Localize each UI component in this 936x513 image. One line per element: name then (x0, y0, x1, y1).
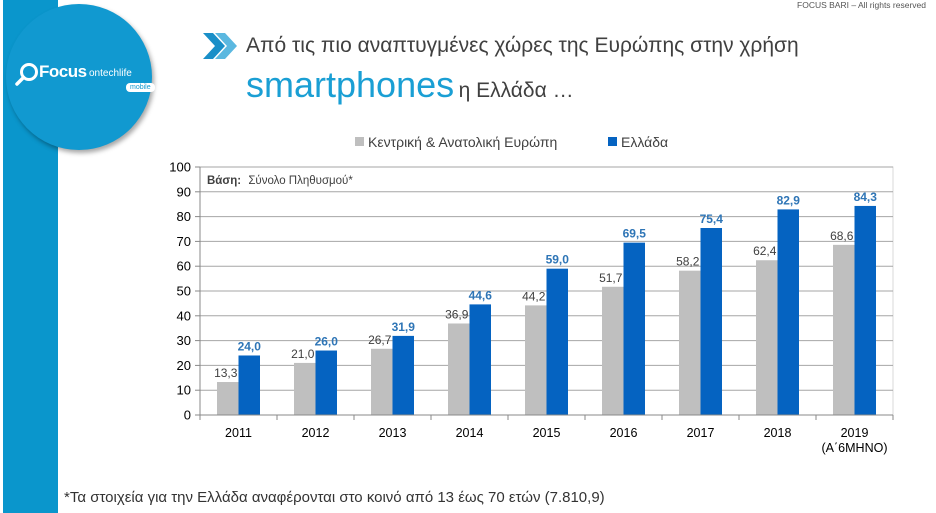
legend-label: Κεντρική & Ανατολική Ευρώπη (368, 134, 557, 150)
y-tick-label: 20 (177, 358, 191, 373)
data-label-cee: 51,7 (599, 271, 623, 285)
y-tick-label: 40 (177, 308, 191, 323)
logo-sub: ontechlife (89, 68, 132, 79)
bar-chart: Κεντρική & Ανατολική Ευρώπη Ελλάδα 0 10 20 3… (169, 134, 894, 455)
bar-cee (602, 286, 624, 415)
bar-greece (777, 209, 799, 415)
y-tick-label: 50 (177, 284, 191, 299)
y-tick-label: 30 (177, 333, 191, 348)
bar-cee (833, 244, 855, 415)
data-label-cee: 13,3 (214, 366, 238, 380)
data-label-cee: 62,4 (753, 244, 777, 258)
data-label-greece: 82,9 (777, 193, 801, 207)
bar-cee (371, 348, 393, 415)
bar-greece (238, 355, 260, 415)
legend-swatch (355, 137, 364, 146)
bar-cee (679, 270, 701, 415)
data-label-greece: 84,3 (854, 190, 878, 204)
title-line-1: Από τις πιο αναπτυγμένες χώρες της Ευρώπ… (246, 34, 799, 57)
data-label-greece: 24,0 (238, 339, 262, 353)
y-tick-label: 90 (177, 184, 191, 199)
x-axis: 2011 2012 2013 2014 2015 2016 2017 2018 2019(Α΄6… (199, 414, 894, 455)
double-chevron-right-icon (203, 33, 237, 59)
bar-greece (623, 242, 645, 415)
bar-greece (469, 304, 491, 415)
bar-cee (217, 382, 239, 415)
bar-cee (448, 323, 470, 415)
data-label-cee: 44,2 (522, 289, 546, 303)
data-label-cee: 68,6 (830, 229, 854, 243)
x-tick-label: 2015 (533, 426, 561, 440)
base-annotation: Βάση: Σύνολο Πληθυσμού* (207, 175, 353, 187)
logo: Focus ontechlife mobile (14, 62, 155, 98)
title-rest: η Ελλάδα … (458, 79, 574, 102)
legend-swatch (608, 137, 617, 146)
x-tick-label: 2019 (841, 426, 869, 440)
bar-greece (700, 228, 722, 415)
x-tick-label: 2013 (379, 426, 407, 440)
data-label-cee: 21,0 (291, 347, 315, 361)
y-tick-label: 70 (177, 234, 191, 249)
legend-label: Ελλάδα (621, 134, 668, 150)
y-tick-label: 10 (177, 383, 191, 398)
data-label-greece: 26,0 (315, 335, 339, 349)
base-annotation-text: Σύνολο Πληθυσμού* (248, 175, 353, 187)
bars: 13,324,0 21,026,0 26,731,9 36,944,6 44,2 59,0… (214, 190, 877, 415)
title-line-2: smartphones η Ελλάδα … (246, 64, 574, 106)
base-annotation-bold: Βάση: (207, 175, 241, 187)
data-label-greece: 69,5 (623, 227, 647, 241)
data-label-cee: 26,7 (368, 333, 392, 347)
bar-cee (756, 260, 778, 415)
bar-cee (294, 362, 316, 415)
x-tick-label: 2012 (302, 426, 330, 440)
logo-brand: Focus (39, 62, 87, 81)
chart-legend: Κεντρική & Ανατολική Ευρώπη Ελλάδα (355, 134, 668, 150)
data-label-cee: 36,9 (445, 307, 469, 321)
y-tick-label: 60 (177, 259, 191, 274)
magnifier-icon (15, 63, 38, 86)
data-label-greece: 31,9 (392, 320, 416, 334)
footnote: *Τα στοιχεία για την Ελλάδα αναφέρονται … (64, 489, 605, 506)
logo-tag: mobile (126, 83, 155, 92)
data-label-cee: 58,2 (676, 255, 700, 269)
bar-greece (392, 335, 414, 415)
x-tick-label: 2018 (764, 426, 792, 440)
x-tick-label: 2011 (225, 426, 252, 440)
x-tick-sublabel: (Α΄6ΜΗΝΟ) (822, 441, 888, 455)
bar-greece (546, 268, 568, 415)
data-label-greece: 59,0 (546, 253, 570, 267)
y-tick-label: 100 (169, 160, 191, 175)
title-highlight: smartphones (246, 64, 455, 105)
bar-cee (525, 305, 547, 415)
y-tick-label: 0 (184, 408, 191, 423)
y-tick-label: 80 (177, 209, 191, 224)
x-tick-label: 2017 (687, 426, 715, 440)
x-tick-label: 2016 (610, 426, 638, 440)
y-axis: 0 10 20 30 40 50 60 70 80 90 100 (169, 160, 201, 423)
bar-greece (854, 205, 876, 415)
logo-circle (6, 4, 152, 150)
bar-greece (315, 350, 337, 415)
data-label-greece: 75,4 (700, 212, 724, 226)
copyright: FOCUS BARI – All rights reserved (797, 0, 926, 10)
data-label-greece: 44,6 (469, 288, 493, 302)
x-tick-label: 2014 (456, 426, 484, 440)
